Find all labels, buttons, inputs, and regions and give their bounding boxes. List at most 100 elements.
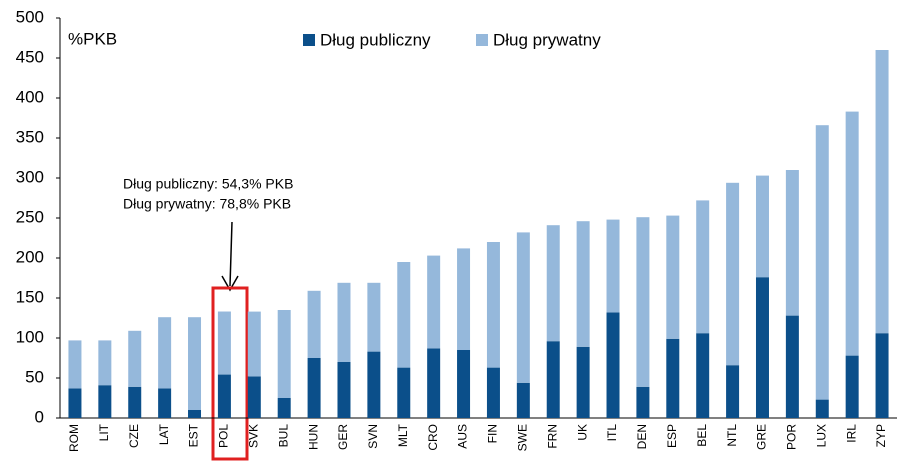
bar-segment: [785, 170, 799, 316]
bar-segment: [636, 217, 650, 387]
bar-segment: [845, 111, 859, 356]
x-tick-label: ITL: [605, 424, 619, 442]
x-tick-label: LUX: [814, 424, 828, 447]
bar-segment: [158, 388, 172, 418]
x-tick-label: BUL: [276, 424, 290, 448]
bar-segment: [337, 362, 351, 418]
bar-segment: [606, 312, 620, 418]
bar-segment: [576, 346, 590, 418]
y-tick-label: 50: [25, 367, 44, 386]
bar-segment: [68, 388, 82, 418]
bar-segment: [755, 277, 769, 418]
bar-segment: [875, 50, 889, 334]
legend-swatch: [476, 34, 488, 46]
x-tick-label: SVN: [366, 424, 380, 449]
y-tick-label: 500: [16, 7, 44, 26]
bar-segment: [188, 410, 202, 418]
x-tick-label: POL: [217, 424, 231, 448]
x-tick-label: GER: [336, 424, 350, 450]
arrow: [229, 221, 233, 287]
y-tick-label: 350: [16, 127, 44, 146]
bar-segment: [247, 376, 261, 418]
x-tick-label: DEN: [635, 424, 649, 449]
y-tick-label: 250: [16, 207, 44, 226]
bar-segment: [367, 282, 381, 352]
legend-label: Dług publiczny: [320, 30, 431, 49]
x-tick-label: POR: [785, 424, 799, 450]
legend-label: Dług prywatny: [493, 30, 601, 49]
bar-segment: [755, 175, 769, 278]
legend-swatch: [303, 34, 315, 46]
x-tick-label: ESP: [665, 424, 679, 448]
bar-segment: [666, 338, 680, 418]
bar-segment: [217, 311, 231, 375]
bar-segment: [98, 340, 112, 386]
x-tick-label: GRE: [755, 424, 769, 450]
x-tick-label: LIT: [97, 423, 111, 441]
x-tick-label: EST: [187, 423, 201, 447]
bar-segment: [247, 311, 261, 377]
bar-segment: [457, 350, 471, 418]
bar-segment: [397, 262, 411, 368]
bar-segment: [516, 232, 530, 383]
x-tick-label: SVK: [246, 424, 260, 448]
bar-segment: [726, 365, 740, 418]
y-tick-label: 200: [16, 247, 44, 266]
bar-segment: [815, 399, 829, 418]
arrow-head: [221, 275, 239, 292]
x-tick-label: NTL: [725, 424, 739, 447]
bar-segment: [726, 182, 740, 366]
y-tick-label: 150: [16, 287, 44, 306]
bar-segment: [815, 125, 829, 400]
y-tick-label: 400: [16, 87, 44, 106]
bar-segment: [367, 351, 381, 418]
bar-segment: [486, 367, 500, 418]
bar-segment: [696, 333, 710, 418]
y-tick-label: 300: [16, 167, 44, 186]
bar-segment: [666, 215, 680, 339]
annotation: Dług prywatny: 78,8% PKB: [123, 196, 291, 212]
x-tick-label: CRO: [426, 424, 440, 451]
x-tick-label: FIN: [486, 424, 500, 443]
highlight-box: [211, 286, 249, 461]
bar-segment: [486, 242, 500, 368]
bar-segment: [128, 386, 142, 418]
x-tick-label: ROM: [67, 424, 81, 452]
x-tick-label: ZYP: [874, 424, 888, 447]
y-tick-label: 0: [35, 407, 44, 426]
bar-segment: [337, 282, 351, 362]
bar-segment: [606, 219, 620, 313]
x-tick-label: SWE: [516, 424, 530, 451]
bar-segment: [427, 255, 441, 349]
bar-segment: [516, 382, 530, 418]
bar-segment: [307, 290, 321, 358]
x-tick-label: IRL: [844, 424, 858, 443]
bar-segment: [457, 248, 471, 350]
bar-segment: [217, 374, 231, 418]
bar-segment: [696, 200, 710, 334]
x-tick-label: FRN: [545, 424, 559, 449]
bar-segment: [546, 225, 560, 342]
y-tick-label: 450: [16, 47, 44, 66]
x-tick-label: LAT: [157, 423, 171, 445]
bar-segment: [128, 330, 142, 387]
x-tick-label: CZE: [127, 424, 141, 448]
x-tick-label: BEL: [695, 424, 709, 447]
x-tick-label: HUN: [306, 424, 320, 450]
bar-segment: [636, 386, 650, 418]
bar-segment: [576, 221, 590, 347]
y-axis-label: %PKB: [68, 29, 117, 48]
bar-segment: [427, 348, 441, 418]
bar-segment: [158, 317, 172, 389]
x-tick-label: MLT: [396, 423, 410, 447]
bar-segment: [546, 341, 560, 418]
bar-segment: [845, 355, 859, 418]
bar-segment: [277, 398, 291, 418]
bar-segment: [188, 317, 202, 410]
bar-segment: [875, 333, 889, 418]
bar-segment: [307, 358, 321, 418]
x-tick-label: AUS: [456, 424, 470, 449]
x-tick-label: UK: [575, 424, 589, 441]
annotation: Dług publiczny: 54,3% PKB: [123, 176, 293, 192]
